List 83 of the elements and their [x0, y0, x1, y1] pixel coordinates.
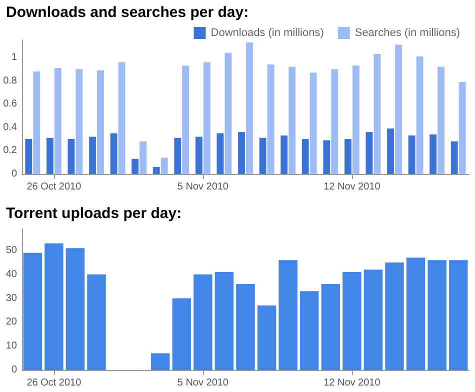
bar [450, 141, 458, 174]
bar [216, 133, 224, 174]
bar [66, 248, 85, 370]
bar [174, 138, 182, 174]
bar [46, 138, 54, 174]
bar [110, 133, 118, 174]
bar [430, 134, 437, 174]
x-tick-label: 26 Oct 2010 [26, 378, 82, 388]
bar [300, 291, 319, 370]
bar [280, 136, 288, 174]
x-tick-label: 12 Nov 2010 [324, 182, 381, 192]
bar [342, 272, 362, 370]
y-tick-label: 1 [11, 52, 18, 63]
bar [182, 66, 190, 174]
bar [87, 274, 106, 370]
y-tick-label: 10 [6, 340, 18, 352]
bar [321, 284, 340, 370]
bar [406, 258, 426, 370]
bar [385, 262, 404, 370]
bar [194, 274, 212, 370]
y-tick-label: 0.2 [3, 145, 18, 156]
bar [76, 69, 83, 174]
bar [288, 66, 296, 174]
bar [416, 56, 424, 174]
bar [54, 68, 62, 174]
bar [44, 243, 64, 370]
y-tick-label: 0 [11, 364, 18, 376]
bar [236, 284, 255, 370]
bar [438, 66, 445, 174]
bar [238, 132, 245, 174]
chart-title: Downloads and searches per day: [6, 4, 249, 21]
y-tick-label: 50 [6, 245, 18, 256]
bar [33, 71, 40, 174]
chart-title: Torrent uploads per day: [6, 205, 182, 222]
x-tick-label: 5 Nov 2010 [177, 182, 229, 192]
bar [172, 298, 192, 370]
bar [331, 69, 338, 174]
legend-label: Downloads (in millions) [210, 27, 324, 39]
bar [267, 64, 274, 174]
bar [395, 44, 402, 174]
bar [352, 66, 360, 174]
bar [97, 70, 104, 174]
y-tick-label: 40 [6, 268, 18, 280]
bar [246, 42, 253, 174]
legend-label: Searches (in millions) [354, 27, 460, 39]
bar [302, 139, 309, 174]
bar [374, 54, 381, 174]
bar [408, 136, 416, 174]
bar [150, 353, 170, 370]
bar [310, 72, 317, 174]
bar [428, 260, 446, 370]
y-tick-label: 30 [6, 292, 18, 304]
bar [257, 305, 276, 370]
y-tick-label: 0.4 [3, 122, 18, 133]
y-tick-label: 0 [11, 168, 18, 180]
bar [132, 158, 139, 174]
bar [203, 62, 210, 174]
bar [195, 136, 202, 174]
bar [448, 260, 468, 370]
bar [25, 139, 32, 174]
bar [214, 272, 234, 370]
y-tick-label: 0.6 [3, 98, 18, 110]
bar [224, 52, 232, 174]
bar [118, 62, 126, 174]
bar [23, 252, 42, 370]
bar [89, 136, 96, 174]
bar [160, 158, 168, 174]
bar [259, 138, 266, 174]
bar [152, 167, 160, 174]
x-tick-label: 5 Nov 2010 [177, 378, 229, 388]
x-tick-label: 12 Nov 2010 [324, 378, 381, 388]
x-tick-label: 26 Oct 2010 [26, 182, 82, 192]
bar [366, 132, 373, 174]
bar [364, 270, 383, 370]
y-tick-label: 0.8 [3, 75, 18, 86]
y-tick-label: 20 [6, 316, 18, 328]
bar [140, 141, 147, 174]
bar [68, 139, 75, 174]
bar [387, 128, 394, 174]
bar [344, 139, 352, 174]
bar [323, 140, 330, 174]
bar [278, 260, 298, 370]
bar [458, 82, 466, 174]
